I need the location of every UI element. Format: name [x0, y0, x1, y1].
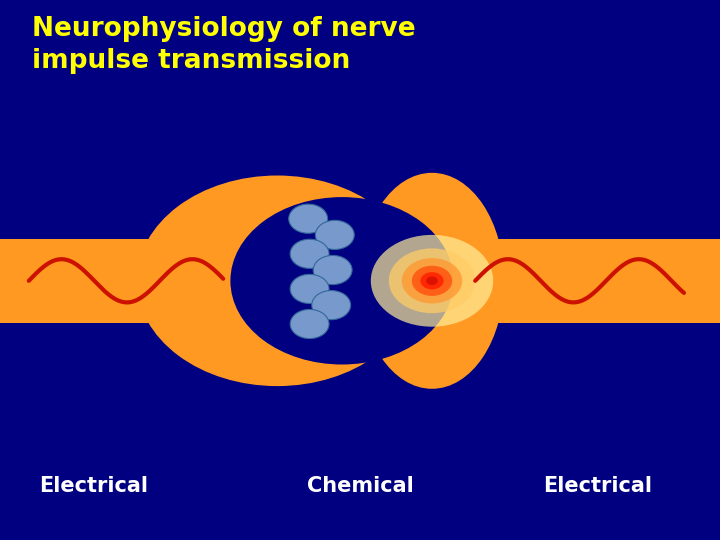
- Bar: [0, 239, 284, 322]
- Text: Electrical: Electrical: [39, 476, 148, 496]
- Circle shape: [412, 266, 452, 296]
- Circle shape: [389, 248, 475, 313]
- Circle shape: [137, 176, 418, 386]
- Text: Neurophysiology of nerve
impulse transmission: Neurophysiology of nerve impulse transmi…: [32, 16, 416, 74]
- Circle shape: [290, 309, 329, 339]
- Circle shape: [289, 204, 328, 233]
- Circle shape: [402, 258, 462, 303]
- Circle shape: [315, 220, 354, 249]
- Circle shape: [312, 291, 351, 320]
- Circle shape: [420, 272, 444, 289]
- Circle shape: [313, 255, 352, 285]
- Circle shape: [230, 197, 454, 364]
- Circle shape: [290, 239, 329, 268]
- Circle shape: [426, 276, 438, 285]
- Ellipse shape: [360, 173, 504, 389]
- Circle shape: [371, 235, 493, 327]
- Bar: [392, 239, 720, 322]
- Text: Chemical: Chemical: [307, 476, 413, 496]
- Text: Electrical: Electrical: [543, 476, 652, 496]
- Circle shape: [290, 274, 329, 303]
